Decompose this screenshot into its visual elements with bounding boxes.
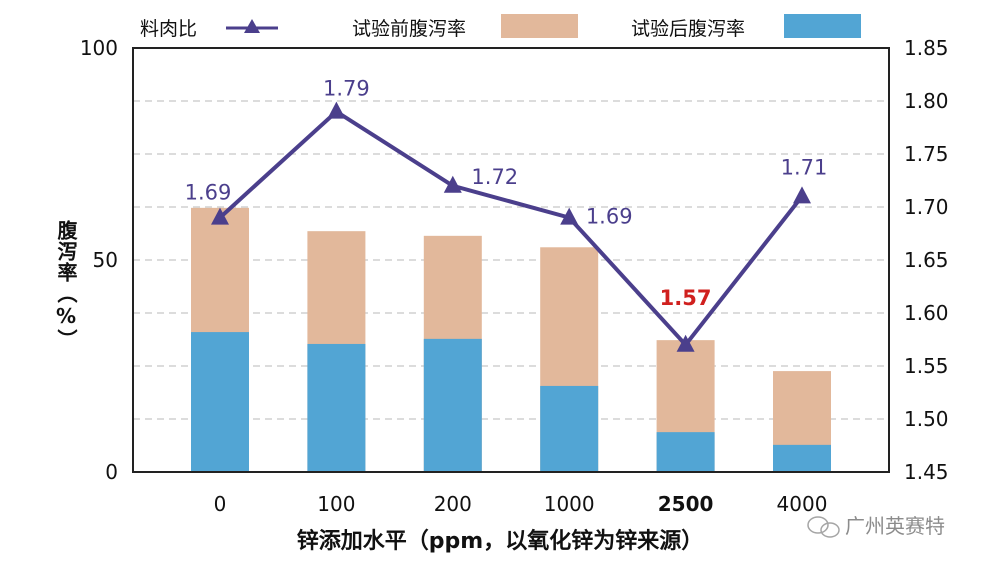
triangle-marker-icon <box>560 207 579 225</box>
y2-tick-label: 1.45 <box>904 460 949 484</box>
y-tick-label: 0 <box>105 460 118 484</box>
data-label: 1.71 <box>781 155 828 179</box>
triangle-marker-icon <box>443 175 462 193</box>
plot-frame <box>132 47 890 473</box>
legend-label-before: 试验前腹泻率 <box>352 18 466 40</box>
y-tick-label: 100 <box>80 36 118 60</box>
y-axis-label: 腹泻率（%） <box>54 220 78 350</box>
x-tick-label: 0 <box>214 492 227 516</box>
axis-ticks: 1.45 1.50 1.55 1.60 1.65 1.70 1.75 1.80 1.85 0 50 1… <box>80 36 949 516</box>
legend: 料肉比 试验前腹泻率 试验后腹泻率 <box>140 14 861 40</box>
legend-swatch-before <box>501 14 578 38</box>
x-tick-label: 1000 <box>544 492 595 516</box>
y2-tick-label: 1.75 <box>904 142 949 166</box>
y2-tick-label: 1.80 <box>904 89 949 113</box>
x-tick-label: 2500 <box>658 492 714 516</box>
x-tick-label: 200 <box>434 492 472 516</box>
data-label: 1.79 <box>323 77 370 101</box>
gridlines <box>133 100 889 420</box>
bar-after <box>423 338 482 472</box>
ratio-line: 1.69 1.79 1.72 1.69 1.57 1.71 <box>185 77 828 352</box>
y2-tick-label: 1.85 <box>904 36 949 60</box>
data-label: 1.69 <box>185 181 232 205</box>
bar-after <box>307 343 366 472</box>
data-label: 1.57 <box>660 286 712 310</box>
bars <box>191 207 831 472</box>
y-tick-label: 50 <box>93 248 118 272</box>
legend-label-after: 试验后腹泻率 <box>631 18 745 40</box>
triangle-marker-icon <box>327 101 346 119</box>
x-tick-label: 4000 <box>777 492 828 516</box>
triangle-marker-icon <box>793 186 811 204</box>
y2-tick-label: 1.65 <box>904 248 949 272</box>
watermark-text: 广州英赛特 <box>845 514 945 538</box>
data-label: 1.72 <box>471 165 518 189</box>
triangle-marker-icon <box>676 334 695 352</box>
triangle-marker-icon <box>211 207 229 225</box>
legend-triangle-icon <box>244 19 260 33</box>
bar-after <box>773 444 831 472</box>
y2-tick-label: 1.55 <box>904 354 949 378</box>
x-axis-label: 锌添加水平（ppm，以氧化锌为锌来源） <box>297 528 703 554</box>
data-label: 1.69 <box>586 205 633 229</box>
wechat-icon <box>807 516 829 534</box>
bar-after <box>656 432 715 472</box>
wechat-icon-bubble <box>820 522 840 538</box>
legend-label-ratio: 料肉比 <box>140 18 197 40</box>
legend-swatch-after <box>784 14 861 38</box>
y2-tick-label: 1.70 <box>904 195 949 219</box>
ratio-line-path <box>218 109 804 348</box>
bar-after <box>540 385 599 472</box>
y2-tick-label: 1.50 <box>904 407 949 431</box>
x-tick-label: 100 <box>317 492 355 516</box>
y2-tick-label: 1.60 <box>904 301 949 325</box>
watermark: 广州英赛特 <box>807 514 945 538</box>
bar-after <box>191 332 249 472</box>
